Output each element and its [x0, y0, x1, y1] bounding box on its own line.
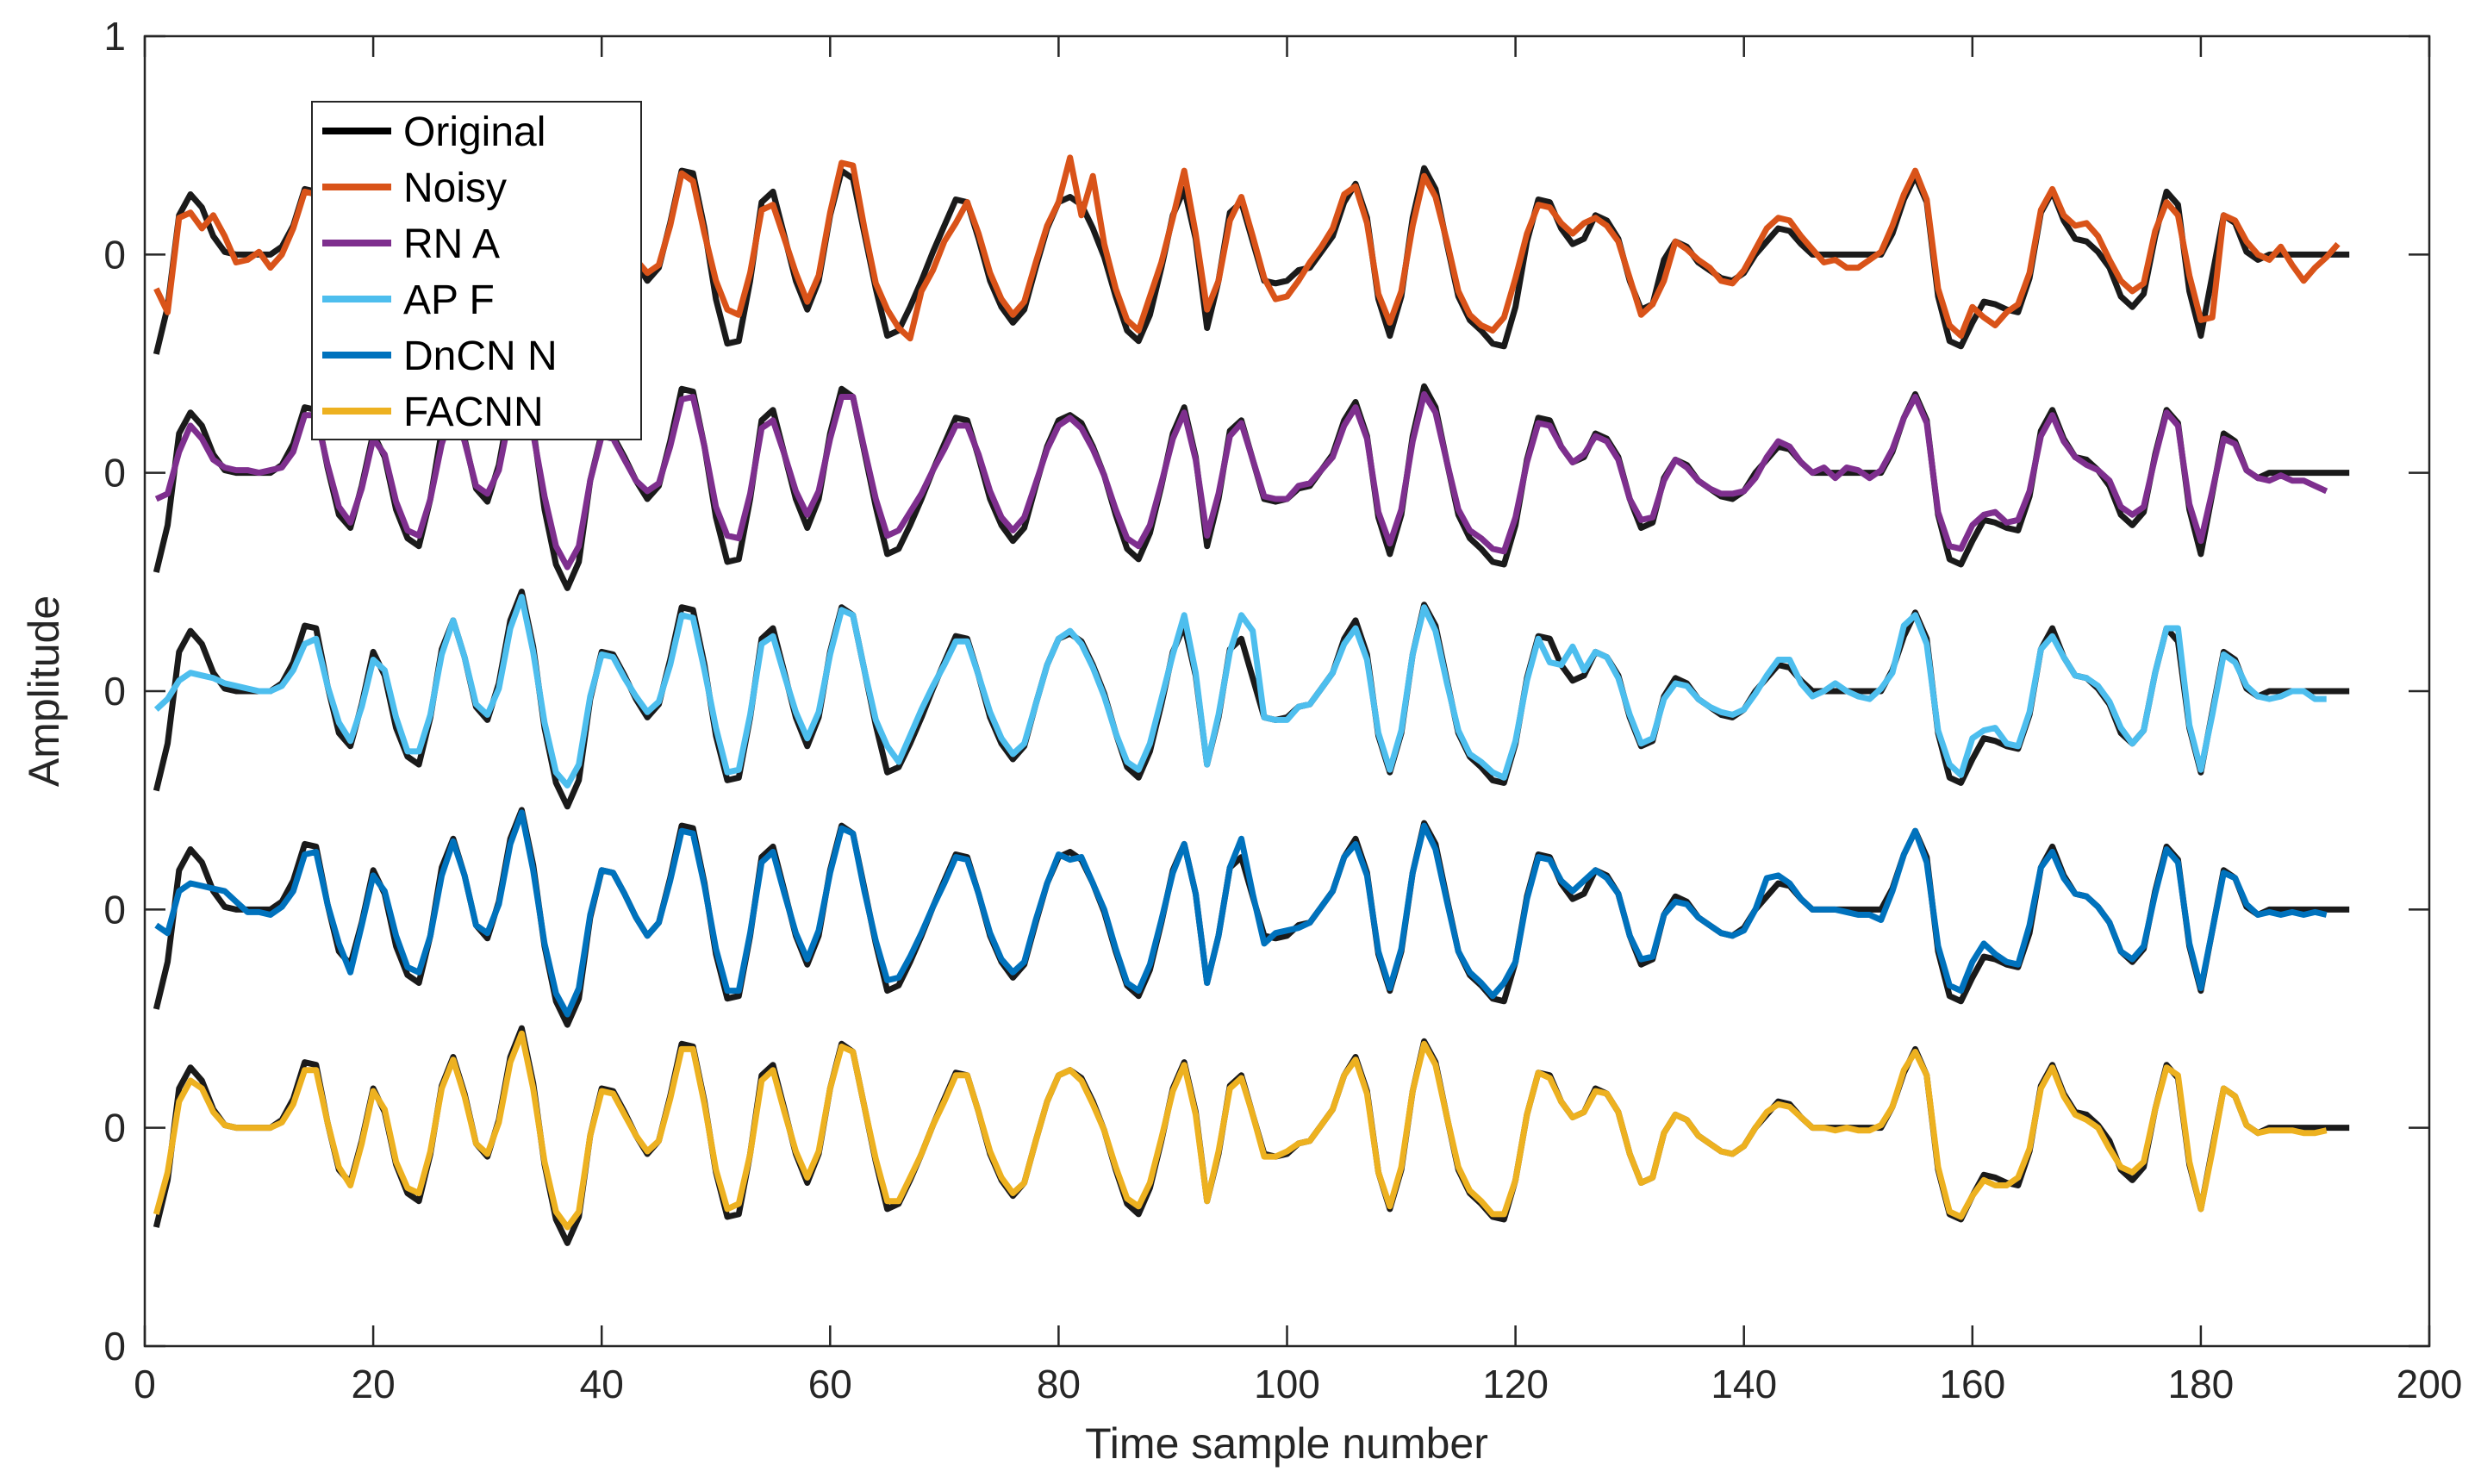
legend-entry-label: DnCN N [403, 334, 558, 379]
x-tick-label: 40 [580, 1362, 624, 1406]
x-tick-label: 0 [134, 1362, 156, 1406]
x-tick-label: 140 [1711, 1362, 1777, 1406]
series-line-dncn-n [154, 809, 2328, 1018]
y-tick-label: 0 [103, 887, 126, 932]
x-tick-label: 160 [1939, 1362, 2005, 1406]
y-axis: 0 0 0 0 0 0 1 [103, 14, 2429, 1369]
y-tick-label: 0 [103, 451, 126, 496]
legend: Original Noisy RN A AP F DnCN N FACNN [311, 101, 642, 440]
x-tick-label: 60 [808, 1362, 852, 1406]
legend-entry-label: FACNN [403, 390, 544, 435]
x-tick-label: 20 [352, 1362, 396, 1406]
y-tick-label: 0 [103, 669, 126, 714]
legend-entry-label: RN A [403, 221, 500, 267]
legend-box [311, 101, 642, 440]
series-original-line-3 [153, 589, 2350, 810]
series-line-ap-f [153, 594, 2327, 789]
x-tick-label: 200 [2397, 1362, 2463, 1406]
series-line-facnn [153, 1030, 2328, 1231]
x-tick-label: 80 [1037, 1362, 1081, 1406]
x-axis: 0 20 40 60 80 100 120 140 160 180 200 [134, 36, 2462, 1406]
x-tick-label: 120 [1482, 1362, 1549, 1406]
legend-entry-label: Noisy [403, 165, 507, 211]
x-tick-label: 180 [2168, 1362, 2235, 1406]
x-tick-label: 100 [1254, 1362, 1320, 1406]
legend-entry-label: Original [403, 109, 545, 155]
legend-entry-label: AP F [403, 277, 495, 323]
y-axis-label: Amplitude [20, 595, 68, 787]
y-tick-label: 1 [103, 14, 126, 59]
y-tick-label: 0 [103, 232, 126, 277]
y-tick-label: 0 [103, 1324, 126, 1369]
y-tick-label: 0 [103, 1106, 126, 1150]
x-axis-label: Time sample number [1085, 1419, 1488, 1468]
